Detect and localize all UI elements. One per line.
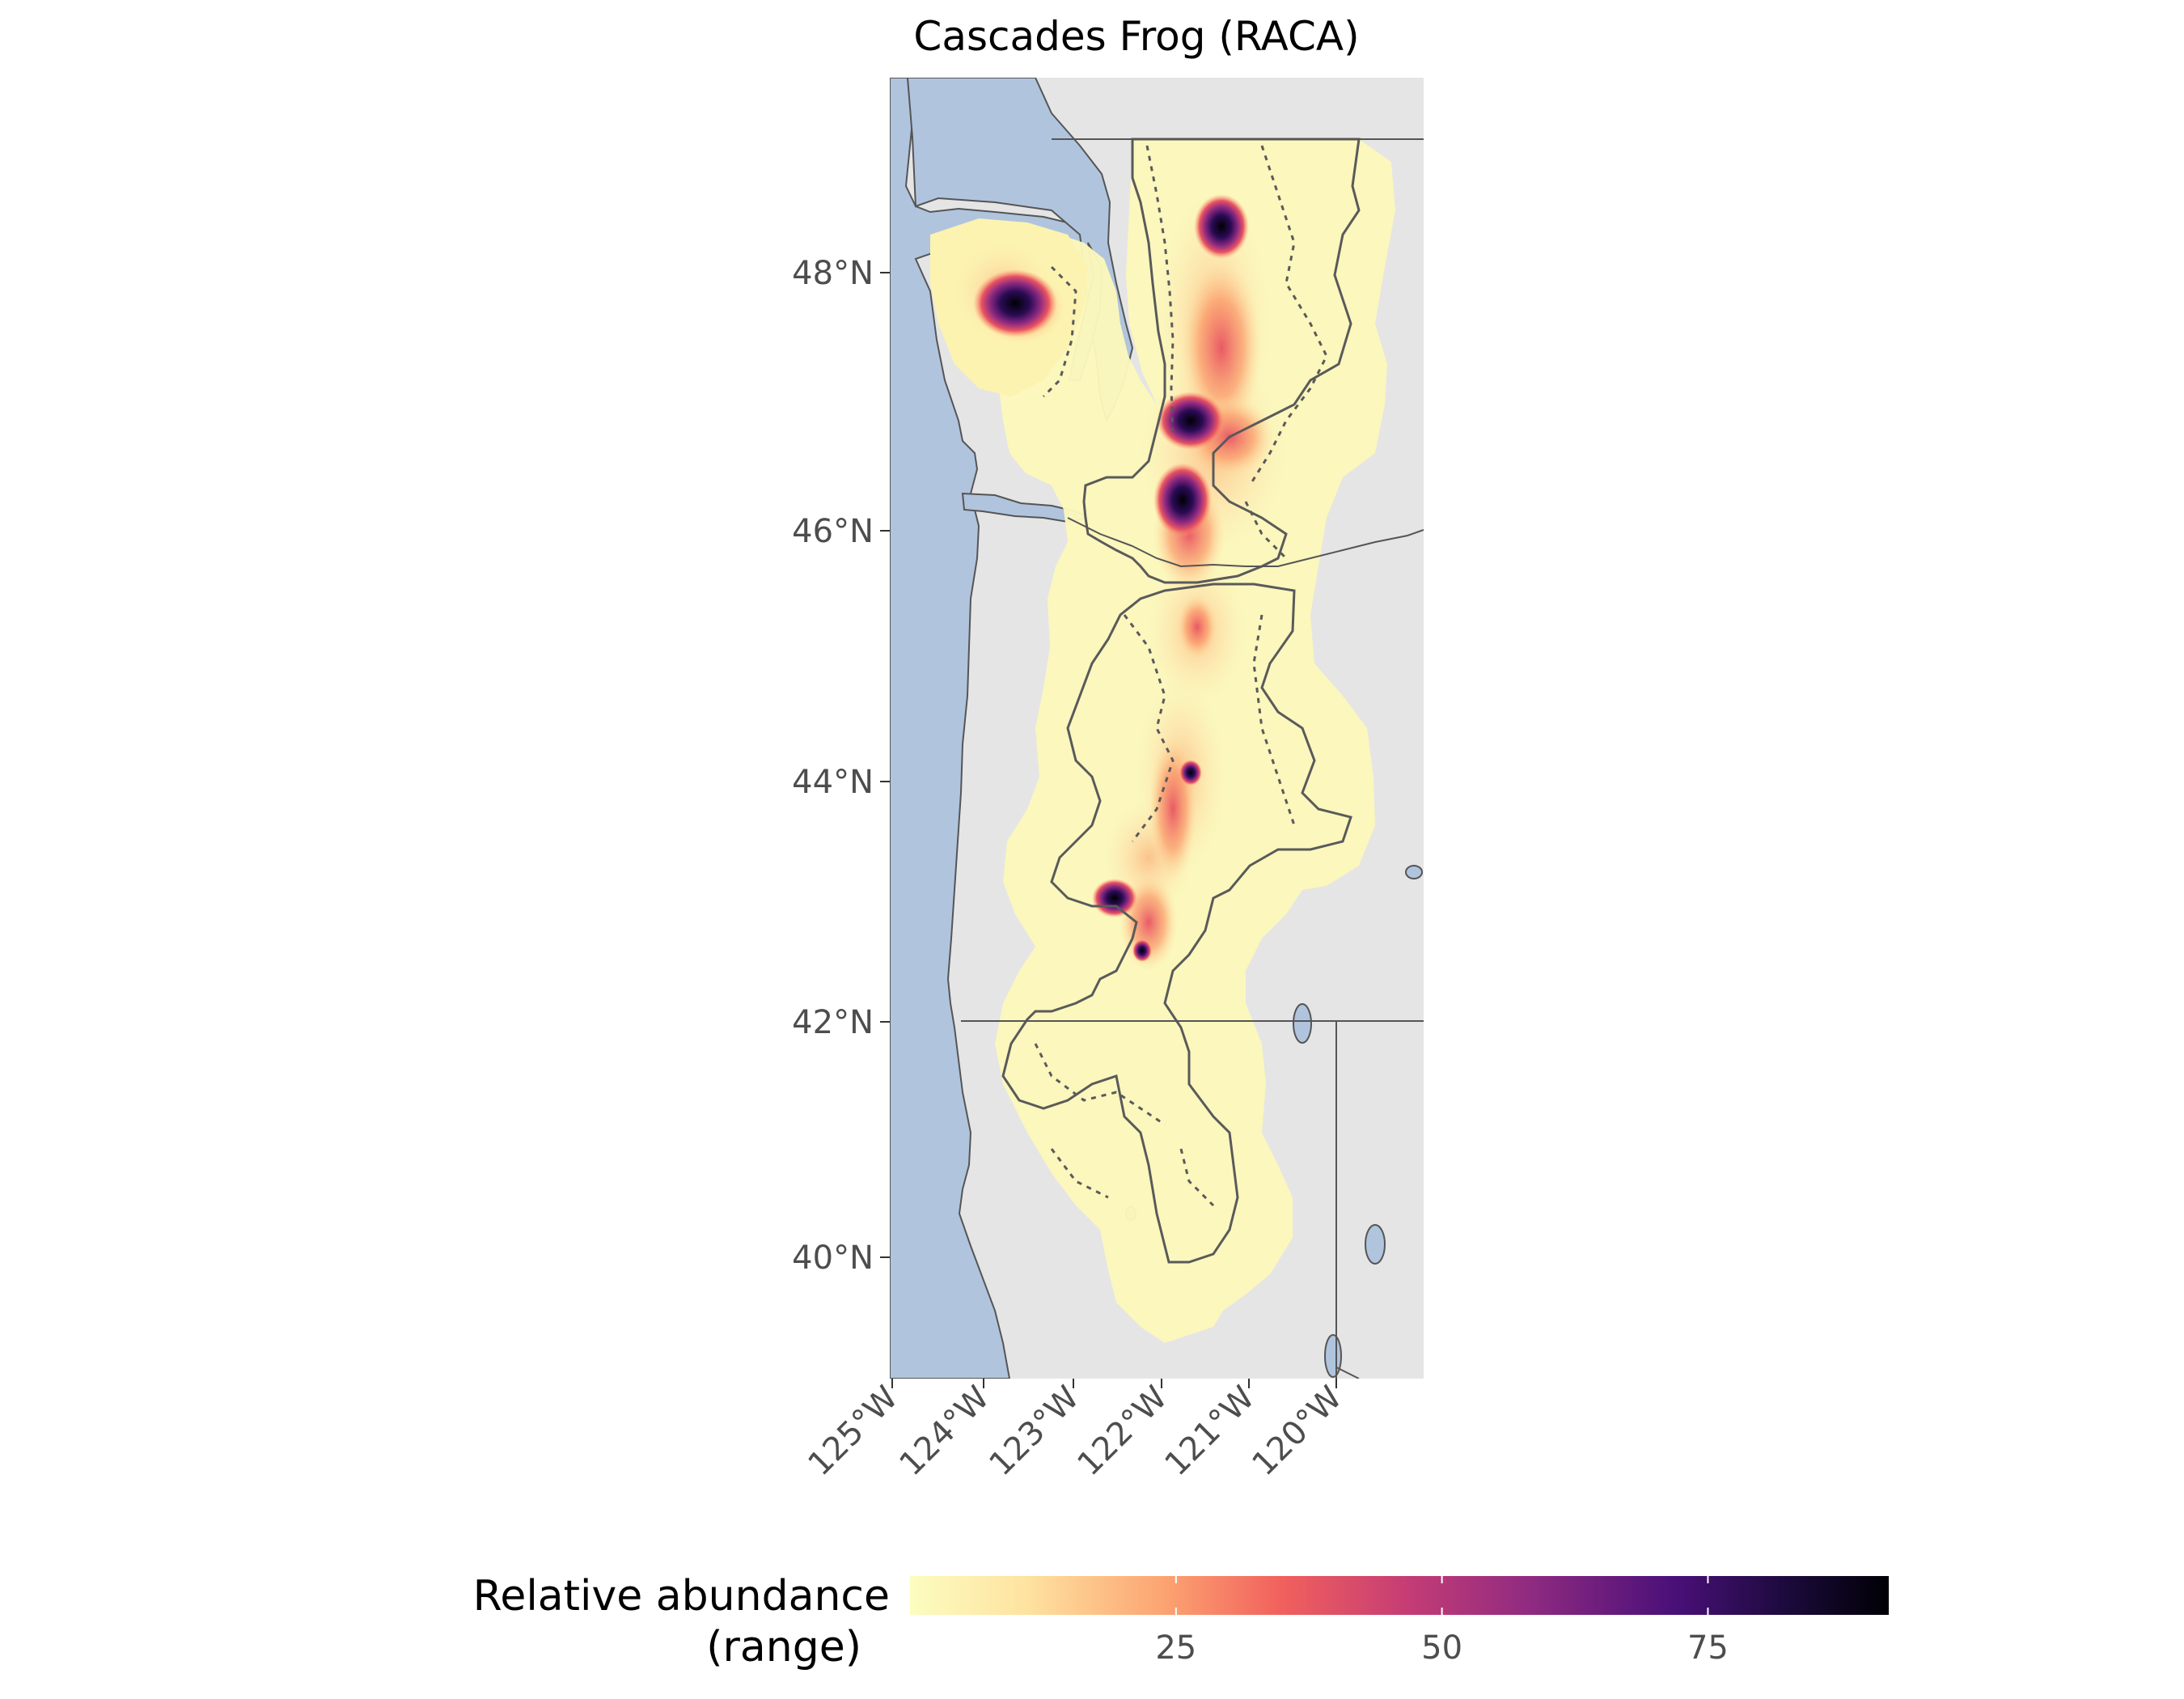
wa-or-boundary bbox=[1067, 517, 1424, 568]
lat-tick-label: 48°N bbox=[792, 255, 874, 292]
hotspot-three-sisters bbox=[1179, 760, 1202, 786]
lon-tick-label: 124°W bbox=[892, 1379, 997, 1484]
legend-colorbar bbox=[910, 1576, 1889, 1615]
map-panel bbox=[890, 78, 1424, 1379]
legend-ticks: 25 50 75 bbox=[1155, 1576, 1729, 1667]
hotspot-rainier bbox=[1157, 392, 1225, 450]
lat-tick-label: 42°N bbox=[792, 1004, 874, 1041]
legend-title-line1: Relative abundance bbox=[473, 1572, 890, 1621]
hotspot-adams bbox=[1153, 463, 1212, 537]
hotspot-north-cascades bbox=[1194, 194, 1249, 259]
lon-tick-label: 121°W bbox=[1158, 1379, 1262, 1484]
legend: Relative abundance (range) 25 50 75 bbox=[473, 1572, 1889, 1671]
dotted-boundary bbox=[1034, 145, 1328, 1207]
lon-tick-label: 123°W bbox=[982, 1379, 1086, 1484]
lake bbox=[1365, 1224, 1386, 1265]
lon-axis bbox=[891, 1379, 1337, 1388]
ecoregion-boundary bbox=[1001, 138, 1361, 1264]
lon-tick-label: 122°W bbox=[1070, 1379, 1175, 1484]
lat-tick-label: 44°N bbox=[792, 764, 874, 801]
lake bbox=[1324, 1334, 1342, 1378]
lat-axis bbox=[880, 272, 890, 1258]
lat-tick-label: 40°N bbox=[792, 1239, 874, 1277]
lat-tick-labels: 48°N 46°N 44°N 42°N 40°N bbox=[792, 255, 874, 1277]
lake bbox=[1405, 865, 1423, 879]
legend-title-line2: (range) bbox=[706, 1623, 861, 1671]
map-title: Cascades Frog (RACA) bbox=[913, 13, 1359, 60]
lat-tick-label: 46°N bbox=[792, 513, 874, 550]
legend-tick-label: 50 bbox=[1421, 1629, 1462, 1667]
hotspot-southern-oregon bbox=[1092, 879, 1137, 917]
lon-tick-labels: 125°W 124°W 123°W 122°W 121°W 120°W bbox=[801, 1379, 1349, 1484]
legend-tick-label: 25 bbox=[1155, 1629, 1196, 1667]
hotspot-olympics bbox=[973, 269, 1057, 337]
lake bbox=[1293, 1003, 1312, 1044]
hotspot-crater-lake bbox=[1132, 939, 1152, 962]
lon-tick-label: 120°W bbox=[1245, 1379, 1349, 1484]
lon-tick-label: 125°W bbox=[801, 1379, 905, 1484]
legend-tick-label: 75 bbox=[1687, 1629, 1729, 1667]
